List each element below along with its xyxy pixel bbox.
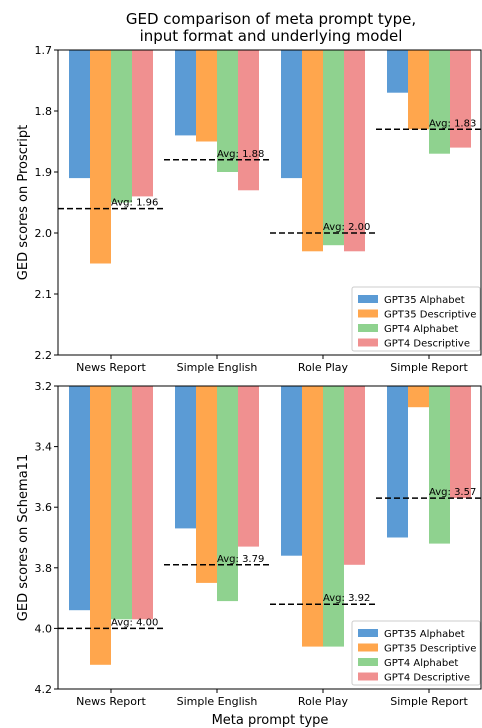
- average-label-2: Avg: 2.00: [323, 222, 370, 233]
- x-axis-label: Meta prompt type: [212, 713, 329, 728]
- average-label-1: Avg: 3.79: [217, 554, 264, 565]
- y-tick-label-3: 2.0: [35, 227, 53, 240]
- x-tick-label-2: Role Play: [298, 361, 349, 374]
- legend-swatch-gpt35-descriptive: [358, 309, 378, 318]
- average-label-1: Avg: 1.88: [217, 149, 264, 160]
- chart-title-line-2: input format and underlying model: [140, 27, 403, 45]
- bar-gpt35-alphabet-2: [281, 386, 302, 556]
- bar-gpt35-alphabet-0: [69, 50, 90, 179]
- bar-gpt4-alphabet-3: [429, 386, 450, 544]
- bar-gpt4-descriptive-0: [132, 386, 153, 620]
- chart-title-line-1: GED comparison of meta prompt type,: [126, 10, 416, 28]
- x-tick-label-3: Simple Report: [390, 695, 468, 708]
- bar-gpt35-alphabet-2: [281, 50, 302, 179]
- x-tick-label-3: Simple Report: [390, 361, 468, 374]
- bar-gpt35-alphabet-1: [175, 386, 196, 529]
- y-axis-label: GED scores on Schema11: [16, 454, 31, 621]
- legend-label-gpt35-descriptive: GPT35 Descriptive: [384, 310, 476, 321]
- y-tick-label-1: 3.4: [35, 441, 53, 454]
- average-label-3: Avg: 3.57: [429, 487, 476, 498]
- y-tick-label-0: 1.7: [35, 44, 53, 57]
- plot-frame: [57, 49, 482, 356]
- x-tick-label-2: Role Play: [298, 695, 349, 708]
- y-tick-label-4: 2.1: [35, 288, 53, 301]
- legend-box: [351, 286, 481, 352]
- bar-gpt4-descriptive-3: [450, 386, 471, 499]
- y-tick-label-5: 2.2: [35, 349, 53, 362]
- bar-gpt4-descriptive-1: [238, 386, 259, 547]
- legend: GPT35 Alphabet GPT35 Descriptive GPT4 Alph…: [351, 286, 481, 352]
- proscript-panel: Avg: 1.96 Avg: 1.88 Avg: 2.00 Avg: 1.83 1.7 1…: [16, 44, 482, 374]
- bar-gpt4-descriptive-2: [344, 386, 365, 565]
- average-label-2: Avg: 3.92: [323, 593, 370, 604]
- y-tick-label-3: 3.8: [35, 562, 53, 575]
- y-tick-label-2: 3.6: [35, 501, 53, 514]
- legend-label-gpt35-descriptive: GPT35 Descriptive: [384, 644, 476, 655]
- y-axis-label: GED scores on Proscript: [16, 125, 31, 280]
- legend-swatch-gpt35-descriptive: [358, 643, 378, 652]
- bar-gpt4-descriptive-2: [344, 50, 365, 252]
- legend-label-gpt35-alphabet: GPT35 Alphabet: [384, 629, 465, 640]
- bar-gpt4-alphabet-1: [217, 50, 238, 172]
- bar-gpt4-alphabet-0: [111, 50, 132, 203]
- bar-gpt35-descriptive-0: [90, 50, 111, 264]
- y-tick-label-4: 4.0: [35, 622, 53, 635]
- bar-gpt35-descriptive-3: [408, 50, 429, 130]
- bar-gpt4-alphabet-1: [217, 386, 238, 602]
- legend-swatch-gpt35-alphabet: [358, 629, 378, 637]
- y-tick-label-2: 1.9: [35, 166, 53, 179]
- bar-gpt35-descriptive-1: [196, 50, 217, 142]
- x-tick-label-0: News Report: [76, 695, 146, 708]
- average-label-0: Avg: 1.96: [111, 198, 158, 209]
- bar-gpt35-descriptive-3: [408, 386, 429, 408]
- x-tick-label-1: Simple English: [177, 695, 258, 708]
- legend-box: [351, 620, 481, 686]
- legend-swatch-gpt4-descriptive: [358, 672, 378, 681]
- average-label-0: Avg: 4.00: [111, 617, 158, 628]
- plot-frame: [57, 385, 482, 690]
- y-tick-label-0: 3.2: [35, 380, 53, 393]
- legend-label-gpt4-descriptive: GPT4 Descriptive: [384, 673, 470, 684]
- x-tick-label-0: News Report: [76, 361, 146, 374]
- bar-gpt35-descriptive-2: [302, 50, 323, 252]
- legend-swatch-gpt4-alphabet: [358, 658, 378, 666]
- legend: GPT35 Alphabet GPT35 Descriptive GPT4 Alph…: [351, 620, 481, 686]
- bar-gpt35-alphabet-1: [175, 50, 196, 136]
- bar-gpt35-descriptive-0: [90, 386, 111, 665]
- bar-gpt35-descriptive-1: [196, 386, 217, 583]
- x-tick-label-1: Simple English: [177, 361, 258, 374]
- legend-swatch-gpt35-alphabet: [358, 295, 378, 303]
- bar-gpt4-alphabet-2: [323, 386, 344, 647]
- bar-gpt4-alphabet-3: [429, 50, 450, 154]
- bar-gpt4-descriptive-1: [238, 50, 259, 191]
- bar-gpt35-descriptive-2: [302, 386, 323, 647]
- legend-label-gpt4-alphabet: GPT4 Alphabet: [384, 324, 458, 335]
- y-tick-label-5: 4.2: [35, 683, 53, 696]
- bar-gpt4-descriptive-3: [450, 50, 471, 148]
- legend-label-gpt4-descriptive: GPT4 Descriptive: [384, 339, 470, 350]
- legend-swatch-gpt4-descriptive: [358, 338, 378, 347]
- legend-swatch-gpt4-alphabet: [358, 324, 378, 332]
- bar-gpt35-alphabet-3: [387, 50, 408, 93]
- bar-gpt4-alphabet-0: [111, 386, 132, 620]
- legend-label-gpt4-alphabet: GPT4 Alphabet: [384, 658, 458, 669]
- schema11-panel: Avg: 4.00 Avg: 3.79 Avg: 3.92 Avg: 3.57 3.2 3…: [16, 380, 482, 728]
- bar-gpt35-alphabet-3: [387, 386, 408, 538]
- average-label-3: Avg: 1.83: [429, 118, 476, 129]
- bar-gpt4-descriptive-0: [132, 50, 153, 197]
- y-tick-label-1: 1.8: [35, 105, 53, 118]
- bar-gpt35-alphabet-0: [69, 386, 90, 611]
- legend-label-gpt35-alphabet: GPT35 Alphabet: [384, 295, 465, 306]
- bar-gpt4-alphabet-2: [323, 50, 344, 246]
